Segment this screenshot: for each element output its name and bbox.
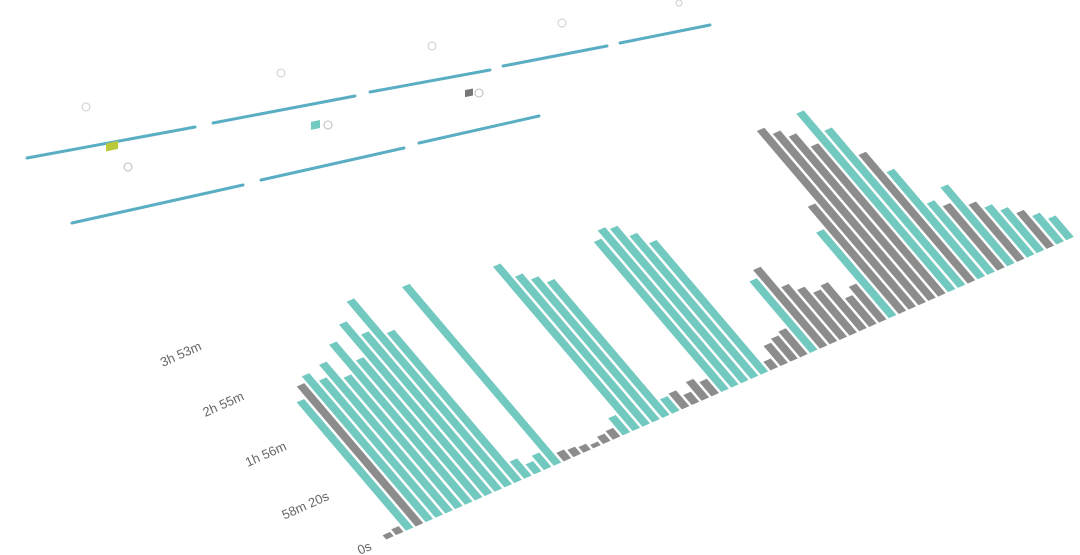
bar xyxy=(567,446,581,458)
track-line xyxy=(417,114,541,145)
bar xyxy=(509,458,532,479)
bar xyxy=(590,441,601,449)
bar xyxy=(1032,212,1064,245)
bar xyxy=(940,184,1015,267)
bar xyxy=(886,168,986,280)
bar xyxy=(361,331,503,492)
track-line xyxy=(501,44,609,68)
bar xyxy=(807,203,907,314)
track-line xyxy=(70,183,245,225)
timeline-decor xyxy=(25,0,712,225)
y-tick-label: 2h 55m xyxy=(200,388,246,419)
bar xyxy=(343,374,463,510)
bar xyxy=(578,443,591,453)
track-line xyxy=(618,23,712,45)
bar xyxy=(608,414,631,436)
bar xyxy=(772,130,926,306)
bar xyxy=(1000,207,1045,254)
info-icon[interactable] xyxy=(427,41,437,51)
bar xyxy=(525,461,542,475)
bar xyxy=(355,357,483,501)
info-icon[interactable] xyxy=(276,68,286,78)
bar xyxy=(597,227,739,388)
info-icon[interactable] xyxy=(323,120,333,130)
bar xyxy=(824,127,966,288)
bar xyxy=(556,449,572,462)
bar xyxy=(763,342,788,366)
bar xyxy=(796,110,956,293)
bar xyxy=(401,283,562,466)
bar xyxy=(319,361,453,514)
info-icon[interactable] xyxy=(81,102,91,112)
bar xyxy=(797,286,848,340)
info-icon[interactable] xyxy=(557,18,567,28)
bar xyxy=(685,378,710,401)
bar xyxy=(649,239,769,375)
bar xyxy=(318,377,443,518)
bar xyxy=(756,127,917,310)
bar xyxy=(844,295,877,327)
bar xyxy=(942,202,1005,271)
bar xyxy=(668,390,690,410)
bar xyxy=(749,278,818,353)
y-tick-label: 3h 53m xyxy=(158,338,204,369)
track-line xyxy=(259,146,406,182)
info-icon[interactable] xyxy=(474,88,484,98)
plot-area xyxy=(296,110,1074,540)
bar xyxy=(514,273,650,427)
bar xyxy=(1016,209,1055,249)
bar xyxy=(329,341,473,505)
bar xyxy=(781,283,838,345)
bar xyxy=(296,383,424,527)
bar xyxy=(301,373,434,523)
track-line xyxy=(368,68,492,94)
info-icon[interactable] xyxy=(675,0,683,7)
bar xyxy=(1048,215,1074,241)
bar xyxy=(629,232,759,380)
y-tick-label: 1h 56m xyxy=(243,438,289,469)
bar xyxy=(593,238,729,393)
bar xyxy=(530,276,660,423)
bar xyxy=(659,396,680,414)
bar xyxy=(820,282,867,332)
bar xyxy=(984,204,1035,258)
bar xyxy=(609,225,749,384)
bar xyxy=(788,133,936,301)
bar xyxy=(683,391,700,406)
bar xyxy=(339,321,493,497)
bar xyxy=(699,378,719,397)
legend-swatch xyxy=(311,119,320,130)
bar xyxy=(386,329,522,484)
bar xyxy=(296,398,414,531)
y-tick-label: 58m 20s xyxy=(279,488,331,522)
bar xyxy=(816,229,897,319)
track-line xyxy=(211,94,357,125)
bar xyxy=(492,263,641,432)
legend-swatch xyxy=(106,140,118,152)
bar xyxy=(605,427,621,440)
legend-swatch xyxy=(465,88,473,98)
bar xyxy=(763,358,779,371)
bar xyxy=(770,335,798,362)
bar xyxy=(382,531,394,540)
bar xyxy=(858,151,976,284)
info-icon[interactable] xyxy=(123,162,133,172)
bar xyxy=(596,433,611,445)
bar xyxy=(546,279,670,419)
bar xyxy=(926,200,995,275)
bar xyxy=(531,452,552,471)
bar xyxy=(346,298,512,488)
bar xyxy=(753,266,828,349)
bar xyxy=(391,526,404,536)
bar xyxy=(848,283,887,323)
bar xyxy=(778,328,808,358)
bar xyxy=(810,143,946,297)
y-tick-label: 0s xyxy=(355,538,374,555)
bar xyxy=(813,289,857,336)
bar xyxy=(968,201,1025,262)
